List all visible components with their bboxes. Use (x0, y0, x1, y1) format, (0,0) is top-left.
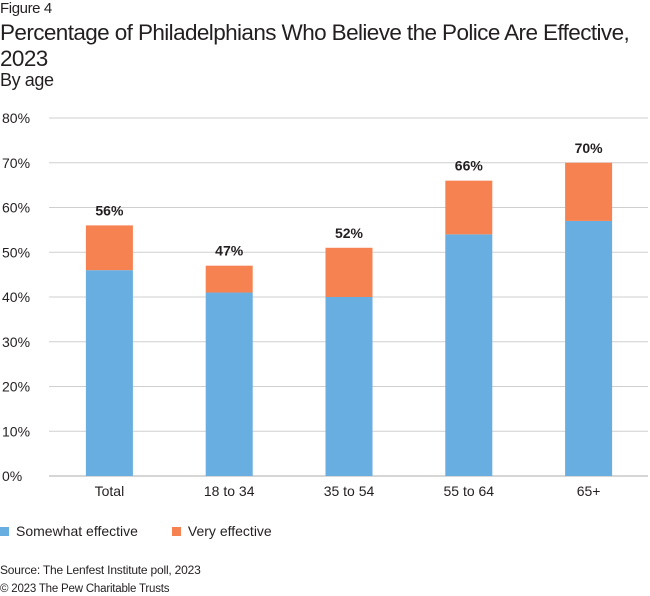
total-data-label: 66% (455, 158, 484, 174)
bar-segment-very-effective (445, 180, 493, 235)
y-tick-label: 70% (2, 155, 30, 171)
total-data-label: 52% (335, 225, 364, 241)
legend-swatch-very-effective (171, 526, 181, 536)
y-tick-label: 10% (2, 423, 30, 439)
legend-label-somewhat-effective: Somewhat effective (16, 523, 138, 539)
legend-label-very-effective: Very effective (187, 523, 272, 539)
y-axis: 0% 10% 20% 30% 40% 50% 60% 70% 80% (2, 110, 30, 484)
bar-segment-very-effective (325, 247, 373, 297)
y-tick-label: 80% (2, 110, 30, 126)
chart-title: Percentage of Philadelphians Who Believe… (0, 20, 630, 71)
stacked-bar-chart: 0% 10% 20% 30% 40% 50% 60% 70% 80% 56% 47% 52% 66% 7… (2, 110, 648, 499)
legend: Somewhat effective Very effective (0, 523, 306, 539)
x-tick-label: 35 to 54 (324, 483, 375, 499)
legend-swatch-somewhat-effective (0, 526, 9, 536)
y-tick-label: 20% (2, 379, 30, 395)
bar-segment-very-effective (565, 162, 613, 221)
bar-segment-very-effective (205, 265, 253, 293)
x-tick-label: 55 to 64 (443, 483, 494, 499)
y-tick-label: 50% (2, 244, 30, 260)
x-tick-label: Total (95, 483, 125, 499)
y-tick-label: 60% (2, 200, 30, 216)
copyright-note: © 2023 The Pew Charitable Trusts (0, 583, 170, 595)
source-note: Source: The Lenfest Institute poll, 2023 (0, 563, 201, 577)
x-tick-label: 18 to 34 (204, 483, 255, 499)
legend-item-very-effective: Very effective (171, 523, 272, 539)
bar-segment-somewhat-effective (445, 234, 493, 476)
bar-segment-very-effective (85, 225, 133, 271)
total-data-label: 47% (215, 243, 244, 259)
data-labels: 56% 47% 52% 66% 70% (95, 140, 603, 259)
bar-segment-somewhat-effective (325, 297, 373, 476)
legend-item-somewhat-effective: Somewhat effective (0, 523, 138, 539)
x-tick-label: 65+ (577, 483, 601, 499)
bar-segment-somewhat-effective (565, 220, 613, 476)
bars (85, 162, 613, 476)
bar-segment-somewhat-effective (85, 270, 133, 476)
y-tick-label: 30% (2, 334, 30, 350)
total-data-label: 70% (575, 140, 604, 156)
y-tick-label: 40% (2, 289, 30, 305)
chart-subtitle: By age (0, 70, 54, 90)
figure-label: Figure 4 (0, 0, 52, 17)
total-data-label: 56% (95, 202, 124, 218)
bar-segment-somewhat-effective (205, 292, 253, 476)
x-axis: Total 18 to 34 35 to 54 55 to 64 65+ (95, 483, 601, 499)
y-tick-label: 0% (2, 468, 22, 484)
